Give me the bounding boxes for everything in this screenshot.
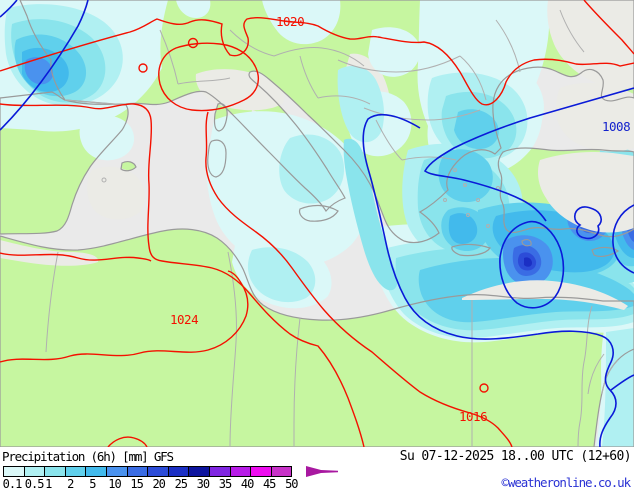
legend-step-0.5 [23,466,46,477]
northeast-corner-field [547,0,634,90]
legend-step-label: 20 [152,477,165,490]
legend-step-label: 0.5 [24,477,45,490]
legend-step-20 [147,466,169,477]
legend-step-15 [126,466,149,477]
legend-step-45 [250,466,272,477]
status-bar: Precipitation (6h) [mm] GFS Su 07-12-202… [0,447,634,490]
isobar-label-1020: 1020 [276,14,304,29]
legend-step-label: 1 [45,477,52,490]
legend-step-label: 2 [67,477,74,490]
legend-step-label: 40 [240,477,254,490]
legend-step-label: 45 [262,477,276,490]
isobar-label-1008: 1008 [602,119,630,134]
legend-step-label: 15 [130,477,143,490]
copyright-link[interactable]: ©weatheronline.co.uk [501,475,631,490]
legend-step-label: 30 [196,477,210,490]
legend-step-25 [167,466,190,477]
legend-step-label: 35 [218,477,232,490]
atlas-snow [0,240,99,266]
legend-step-label: 25 [174,477,188,490]
isobars-red [0,0,634,447]
legend-step-label: 5 [89,477,96,490]
east-anatolia-field [538,152,634,233]
legend-step-10 [105,466,128,477]
precipitation-color-scale [3,466,293,477]
alps-snow [195,69,285,111]
forecast-datetime: Su 07-12-2025 18..00 UTC (12+60) [399,449,632,464]
legend-step-label: 50 [285,477,298,490]
legend-step-30 [188,466,210,477]
legend-step-50 [270,466,293,477]
legend-step-label: 0.1 [2,477,23,490]
legend-step-40 [229,466,252,477]
pressure-labels: 1020 1024 1016 1008 [170,14,631,424]
isobar-label-1024: 1024 [170,312,198,327]
legend-step-label: 10 [108,477,121,490]
legend-step-35 [208,466,231,477]
scale-value-labels: 0.1 0.5 1 2 5 10 15 20 25 30 35 40 45 50 [0,477,340,490]
legend-step-0.1 [3,466,25,477]
legend-step-5 [85,466,107,477]
isobars-blue [0,0,634,447]
legend-step-1 [44,466,66,477]
north-egypt-field [462,280,628,310]
scale-overflow-arrow-icon [306,466,338,477]
weather-map-svg: 1020 1024 1016 1008 [0,0,634,447]
isobar-label-1016: 1016 [459,409,487,424]
legend-title: Precipitation (6h) [mm] GFS [2,449,174,464]
weather-map: 1020 1024 1016 1008 [0,0,634,447]
legend-step-2 [64,466,87,477]
